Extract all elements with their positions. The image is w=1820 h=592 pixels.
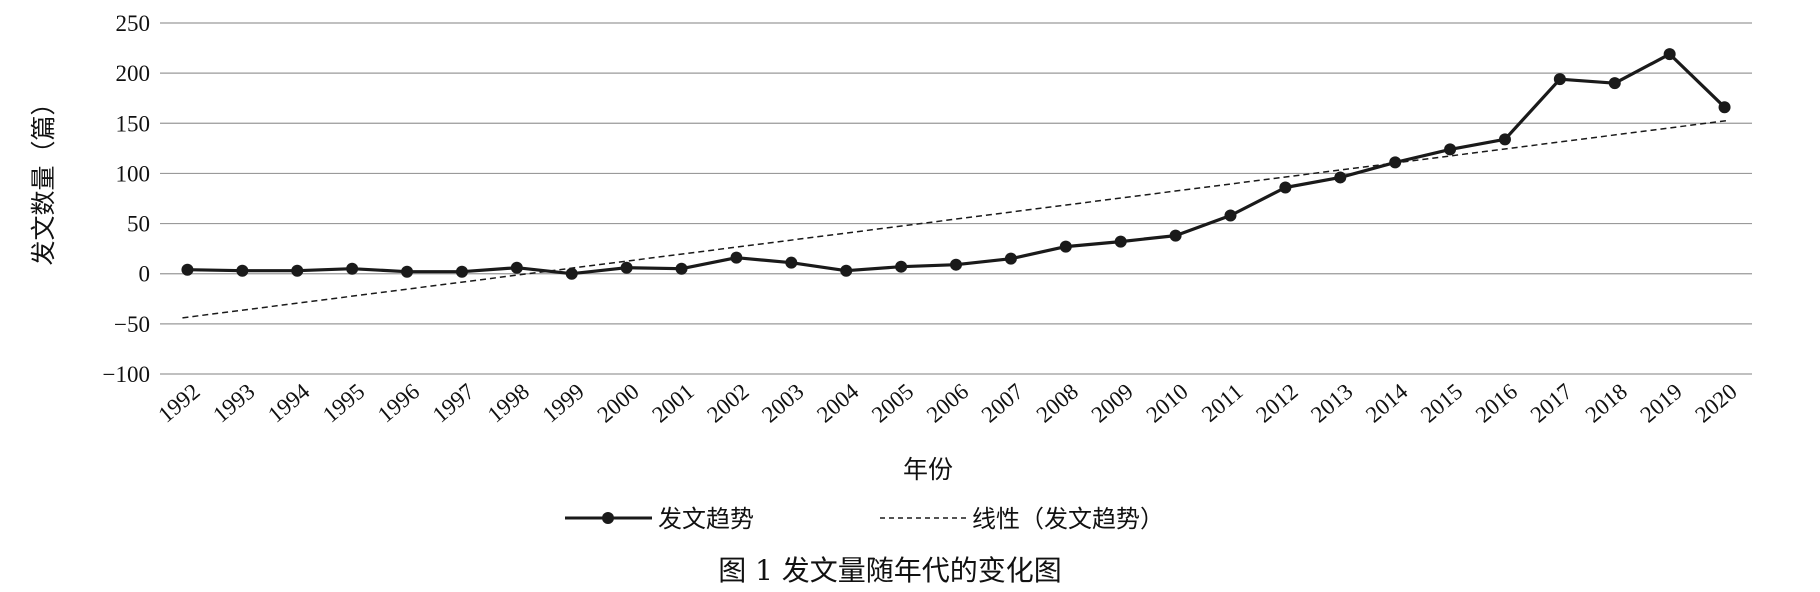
data-point: [1114, 235, 1127, 248]
data-point: [785, 256, 798, 269]
x-tick-label: 2015: [1416, 379, 1467, 428]
x-tick-label: 1995: [318, 379, 369, 428]
x-tick-label: 2020: [1690, 379, 1741, 428]
y-tick-label: −100: [103, 362, 150, 387]
data-point: [1169, 229, 1182, 242]
data-points: [181, 48, 1731, 280]
legend-series-marker: [602, 512, 614, 524]
y-tick-label: 50: [127, 212, 150, 237]
data-point: [840, 264, 853, 277]
x-tick-label: 2004: [812, 378, 864, 427]
y-tick-label: 250: [116, 11, 151, 36]
data-point: [620, 261, 633, 274]
legend-series-label: 发文趋势: [658, 505, 754, 533]
data-point: [1718, 101, 1731, 114]
data-point: [455, 265, 468, 278]
x-tick-label: 2012: [1251, 379, 1302, 428]
data-point: [236, 264, 249, 277]
data-point: [181, 263, 194, 276]
legend-trend-label: 线性（发文趋势）: [972, 505, 1164, 533]
x-tick-label: 1996: [373, 379, 424, 428]
y-tick-label: 200: [116, 61, 151, 86]
x-tick-label: 2014: [1361, 378, 1413, 427]
data-point: [895, 260, 908, 273]
y-tick-label: −50: [114, 312, 150, 337]
x-tick-label: 2018: [1581, 379, 1632, 428]
x-tick-label: 2007: [977, 379, 1028, 428]
data-point: [1004, 252, 1017, 265]
x-tick-label: 2011: [1197, 379, 1248, 427]
data-point: [1279, 181, 1292, 194]
x-tick-label: 2003: [757, 379, 808, 428]
data-point: [346, 262, 359, 275]
x-tick-label: 2002: [702, 379, 753, 428]
data-point: [950, 258, 962, 271]
x-tick-label: 1999: [538, 379, 589, 428]
x-tick-label: 2019: [1636, 379, 1687, 428]
series-line: [187, 52, 1726, 276]
x-tick-label: 2001: [647, 379, 698, 428]
x-tick-label: 2009: [1087, 379, 1138, 428]
x-tick-label: 2006: [922, 379, 973, 428]
trendline-segment: [182, 119, 1730, 319]
x-tick-label: 2017: [1526, 379, 1577, 428]
y-tick-label: 150: [116, 111, 151, 136]
data-point: [1553, 73, 1566, 86]
x-tick-label: 1993: [208, 379, 259, 428]
data-point: [1663, 48, 1676, 61]
x-tick-label: 2016: [1471, 379, 1522, 428]
data-point: [401, 265, 414, 278]
gridlines: [160, 22, 1752, 375]
data-point: [510, 261, 523, 274]
data-point: [1059, 240, 1072, 253]
y-tick-label: 0: [139, 262, 151, 287]
figure-caption: 图 1 发文量随年代的变化图: [718, 554, 1062, 587]
x-tick-label: 1998: [483, 379, 534, 428]
data-point: [1444, 143, 1457, 156]
x-tick-label: 2000: [593, 379, 644, 428]
data-point: [675, 262, 688, 275]
x-tick-labels: 1992 1993 1994 1995 1996 1997 1998 1999 2000 2001…: [153, 378, 1741, 427]
x-tick-label: 1997: [428, 379, 479, 428]
data-point: [1334, 171, 1347, 184]
x-tick-label: 2013: [1306, 379, 1357, 428]
x-tick-label: 2008: [1032, 379, 1083, 428]
x-tick-label: 2005: [867, 379, 918, 428]
data-point: [1498, 133, 1511, 146]
x-tick-label: 1994: [263, 378, 315, 427]
data-point: [291, 264, 304, 277]
y-tick-labels: 250 200 150 100 50 0 −50 −100: [103, 11, 150, 387]
x-tick-label: 1992: [153, 379, 204, 428]
data-point: [1608, 77, 1621, 90]
data-point: [730, 251, 743, 264]
data-point: [1389, 156, 1402, 169]
x-tick-label: 2010: [1141, 379, 1192, 428]
data-point: [1224, 209, 1237, 222]
y-tick-label: 100: [116, 161, 151, 186]
data-point: [565, 267, 578, 280]
trendline: [182, 119, 1730, 319]
legend: 发文趋势 线性（发文趋势）: [565, 505, 1164, 533]
y-axis-title: 发文数量（篇）: [29, 90, 58, 265]
series-polyline: [187, 52, 1726, 276]
x-axis-title: 年份: [903, 455, 953, 484]
